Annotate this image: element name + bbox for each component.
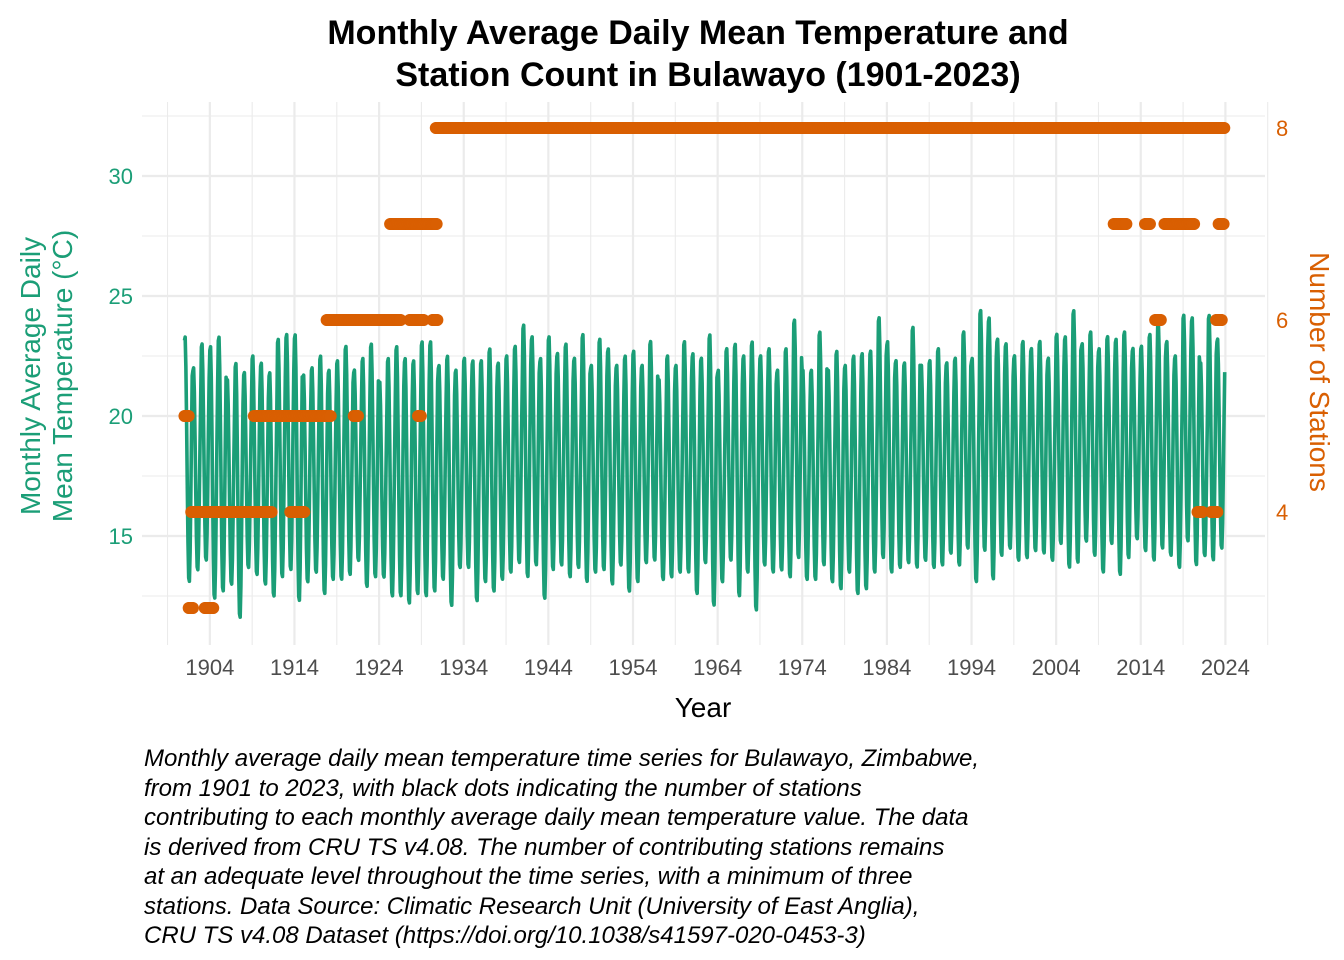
y-axis-right-title: Number of Stations: [1304, 252, 1335, 492]
station-count-point: [298, 506, 311, 518]
x-tick-label: 1994: [947, 655, 996, 680]
chart-title-line-1: Monthly Average Daily Mean Temperature a…: [327, 14, 1068, 52]
station-count-point: [351, 410, 364, 422]
figure-caption: Monthly average daily mean temperature t…: [144, 745, 980, 949]
x-tick-label: 2024: [1201, 655, 1250, 680]
station-count-point: [394, 314, 407, 326]
x-tick-label: 2004: [1032, 655, 1081, 680]
station-count-point: [207, 602, 220, 614]
station-count-series: [178, 122, 1231, 614]
station-count-point: [1154, 314, 1167, 326]
y-left-tick-label: 20: [109, 404, 133, 429]
station-count-point: [1120, 218, 1133, 230]
x-tick-label: 1934: [439, 655, 488, 680]
y-left-tick-label: 25: [109, 284, 133, 309]
y-axis-left-title-line-2: Mean Temperature (°C): [47, 230, 78, 522]
y-axis-right-title-text: Number of Stations: [1304, 252, 1335, 492]
chart-title-line-2: Station Count in Bulawayo (1901-2023): [395, 56, 1020, 94]
axis-tick-labels: 1904 1914 1924 1934 1944 1954 1964 1974 1984 1994…: [109, 116, 1289, 680]
station-count-point: [414, 410, 427, 422]
station-count-point: [431, 314, 444, 326]
station-count-point: [1196, 506, 1209, 518]
x-tick-label: 1914: [270, 655, 319, 680]
station-count-point: [430, 218, 443, 230]
station-count-point: [265, 506, 278, 518]
y-left-tick-label: 30: [109, 164, 133, 189]
y-right-tick-label: 6: [1276, 308, 1288, 333]
x-tick-label: 1924: [355, 655, 404, 680]
x-tick-label: 1974: [778, 655, 827, 680]
x-tick-label: 1904: [185, 655, 234, 680]
x-tick-label: 1954: [609, 655, 658, 680]
station-count-point: [186, 602, 199, 614]
station-count-point: [1143, 218, 1156, 230]
x-tick-label: 1984: [862, 655, 911, 680]
temperature-series: [182, 308, 1227, 619]
temperature-line: [182, 308, 1227, 619]
station-count-point: [1188, 218, 1201, 230]
x-tick-label: 1944: [524, 655, 573, 680]
x-tick-label: 2014: [1116, 655, 1165, 680]
x-tick-label: 1964: [693, 655, 742, 680]
y-axis-left-title-line-1: Monthly Average Daily: [15, 237, 46, 515]
y-axis-left-title: Monthly Average Daily Mean Temperature (…: [15, 230, 78, 522]
station-count-point: [324, 410, 337, 422]
station-count-point: [1217, 218, 1230, 230]
station-count-point: [1215, 314, 1228, 326]
y-right-tick-label: 8: [1276, 116, 1288, 141]
station-count-point: [1218, 122, 1231, 134]
station-count-point: [417, 314, 430, 326]
x-axis-title: Year: [675, 692, 732, 723]
y-right-tick-label: 4: [1276, 500, 1288, 525]
station-count-point: [182, 410, 195, 422]
station-count-point: [1211, 506, 1224, 518]
y-left-tick-label: 15: [109, 524, 133, 549]
